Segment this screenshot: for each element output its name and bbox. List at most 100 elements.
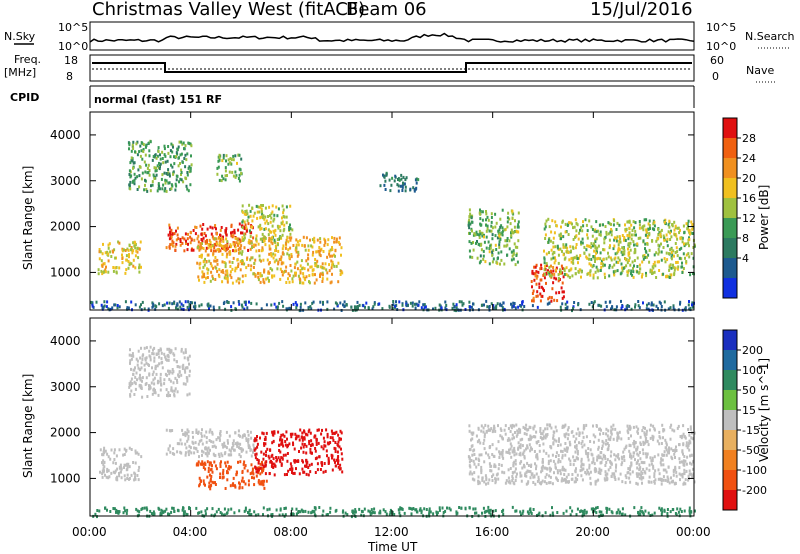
range-cell: [541, 458, 544, 461]
range-cell: [623, 249, 626, 253]
range-cell: [155, 372, 158, 376]
range-cell: [652, 424, 655, 428]
range-cell: [575, 444, 578, 448]
range-cell: [469, 470, 472, 474]
range-cell: [228, 465, 231, 469]
range-cell: [600, 510, 603, 514]
range-cell: [659, 233, 662, 236]
range-cell: [168, 174, 171, 178]
range-cell: [340, 246, 343, 250]
range-cell: [247, 437, 250, 441]
range-cell: [181, 367, 184, 370]
range-cell: [544, 264, 547, 268]
range-cell: [484, 423, 487, 427]
range-cell: [522, 464, 525, 468]
range-cell: [127, 260, 130, 263]
range-cell: [222, 475, 225, 479]
range-cell: [522, 509, 525, 513]
range-cell: [113, 248, 116, 252]
range-cell: [605, 232, 608, 236]
range-cell: [180, 307, 183, 311]
range-cell: [360, 509, 363, 513]
range-cell: [118, 465, 121, 469]
range-cell: [543, 249, 545, 253]
range-cell: [213, 460, 216, 464]
range-cell: [215, 240, 218, 244]
range-cell: [208, 307, 210, 311]
range-cell: [315, 438, 318, 442]
range-cell: [181, 142, 184, 146]
range-cell: [292, 274, 295, 278]
range-cell: [167, 448, 170, 452]
range-cell: [221, 280, 224, 284]
range-cell: [227, 301, 230, 304]
range-cell: [593, 440, 595, 444]
range-cell: [511, 209, 514, 213]
range-cell: [614, 478, 617, 481]
range-cell: [494, 243, 497, 247]
range-cell: [533, 265, 536, 269]
range-cell: [222, 235, 224, 239]
range-cell: [223, 247, 226, 251]
range-cell: [673, 254, 675, 258]
range-cell: [646, 452, 649, 456]
range-cell: [145, 361, 148, 365]
range-cell: [220, 512, 223, 516]
range-cell: [230, 276, 233, 280]
range-cell: [417, 178, 420, 182]
range-cell: [629, 263, 632, 267]
range-cell: [252, 449, 255, 453]
range-cell: [230, 158, 233, 161]
range-cell: [646, 440, 649, 443]
range-cell: [303, 429, 305, 433]
range-cell: [272, 252, 275, 256]
range-cell: [511, 471, 514, 475]
range-cell: [444, 306, 447, 310]
range-cell: [253, 261, 256, 265]
range-cell: [166, 394, 168, 397]
range-cell: [565, 243, 568, 247]
range-cell: [257, 275, 260, 279]
range-cell: [609, 465, 612, 469]
range-cell: [488, 229, 491, 233]
y-tick-label: 2000: [50, 220, 81, 234]
range-cell: [674, 481, 677, 485]
range-cell: [653, 472, 656, 476]
range-cell: [508, 451, 511, 455]
range-cell: [494, 234, 497, 238]
range-cell: [666, 479, 669, 483]
range-cell: [448, 506, 451, 510]
range-cell: [100, 269, 103, 273]
colorbar-swatch: [723, 430, 737, 450]
range-cell: [336, 443, 339, 447]
range-cell: [549, 274, 551, 278]
range-cell: [197, 240, 200, 244]
range-cell: [552, 241, 555, 245]
range-cell: [168, 377, 171, 381]
range-cell: [660, 228, 663, 232]
range-cell: [239, 460, 242, 464]
range-cell: [169, 243, 172, 247]
range-cell: [468, 472, 471, 476]
range-cell: [657, 453, 660, 457]
range-cell: [665, 470, 668, 474]
range-cell: [662, 428, 665, 431]
range-cell: [549, 469, 552, 473]
range-cell: [220, 460, 222, 464]
range-cell: [499, 302, 502, 306]
range-cell: [143, 368, 146, 372]
range-cell: [165, 172, 168, 175]
range-cell: [180, 302, 183, 306]
range-cell: [473, 453, 476, 456]
range-cell: [588, 463, 591, 467]
range-cell: [458, 300, 461, 304]
range-cell: [691, 475, 694, 479]
range-cell: [624, 229, 627, 233]
range-cell: [118, 472, 120, 475]
range-cell: [556, 246, 559, 250]
range-cell: [670, 476, 672, 480]
range-cell: [212, 236, 215, 240]
range-cell: [354, 508, 357, 512]
range-cell: [504, 227, 507, 231]
range-cell: [115, 477, 118, 481]
